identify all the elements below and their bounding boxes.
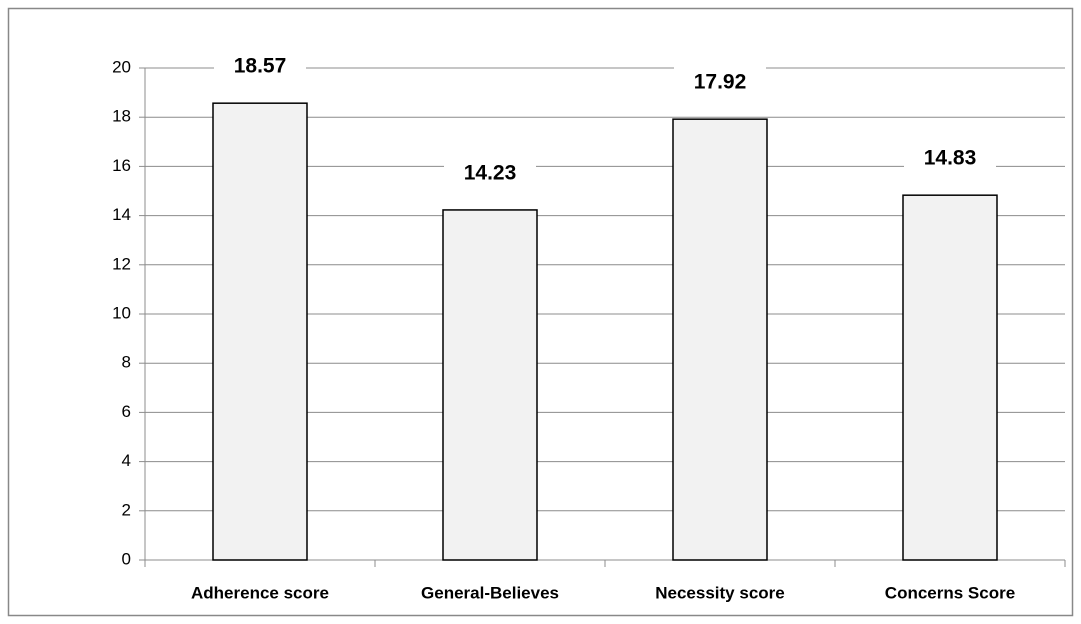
value-label-bg	[904, 143, 996, 174]
y-tick-label: 0	[122, 549, 131, 568]
value-label-bg	[214, 51, 306, 82]
y-tick-label: 2	[122, 500, 131, 519]
y-tick-label: 14	[112, 205, 131, 224]
y-tick-label: 6	[122, 402, 131, 421]
value-label: 14.23	[464, 161, 517, 184]
bar	[902, 194, 998, 561]
y-tick-label: 10	[112, 303, 131, 322]
y-tick-label: 4	[122, 451, 131, 470]
y-tick-label: 18	[112, 107, 131, 126]
value-label: 17.92	[694, 71, 747, 94]
x-tick-label: Necessity score	[655, 583, 784, 602]
x-tick-label: Adherence score	[191, 583, 329, 602]
y-tick-label: 16	[112, 156, 131, 175]
y-tick-label: 12	[112, 254, 131, 273]
x-tick-label: Concerns Score	[885, 583, 1015, 602]
y-tick-label: 20	[112, 57, 131, 76]
bar	[212, 102, 308, 561]
value-label-bg	[444, 157, 536, 188]
value-label-bg	[674, 67, 766, 98]
bar	[442, 209, 538, 561]
y-tick-label: 8	[122, 353, 131, 372]
bar	[672, 118, 768, 561]
x-tick-label: General-Believes	[421, 583, 559, 602]
value-label: 18.57	[234, 55, 287, 78]
chart-frame	[7, 7, 1074, 617]
value-label: 14.83	[924, 147, 977, 170]
